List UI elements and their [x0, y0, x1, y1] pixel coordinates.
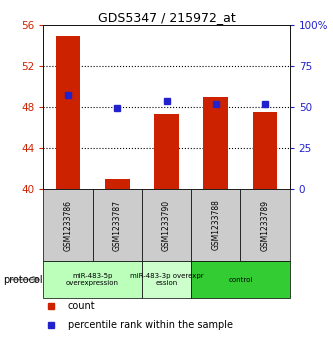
Bar — [56, 36, 80, 189]
Bar — [43, 261, 142, 298]
Bar — [191, 189, 240, 261]
Text: GSM1233788: GSM1233788 — [211, 200, 220, 250]
Bar — [105, 179, 130, 189]
Bar — [43, 189, 93, 261]
Text: miR-483-3p overexpr
ession: miR-483-3p overexpr ession — [130, 273, 203, 286]
Bar — [203, 97, 228, 189]
Bar — [154, 114, 179, 189]
Bar — [142, 189, 191, 261]
Text: GSM1233789: GSM1233789 — [260, 200, 270, 250]
Bar — [93, 189, 142, 261]
Text: GSM1233790: GSM1233790 — [162, 200, 171, 250]
Text: control: control — [228, 277, 253, 282]
Text: GSM1233787: GSM1233787 — [113, 200, 122, 250]
Bar — [191, 261, 290, 298]
Text: protocol: protocol — [3, 274, 43, 285]
Bar — [240, 189, 290, 261]
Text: miR-483-5p
overexpression: miR-483-5p overexpression — [66, 273, 119, 286]
Text: count: count — [68, 301, 96, 311]
Title: GDS5347 / 215972_at: GDS5347 / 215972_at — [98, 11, 235, 24]
Text: GSM1233786: GSM1233786 — [63, 200, 73, 250]
Bar — [142, 261, 191, 298]
Bar — [253, 112, 277, 189]
Text: percentile rank within the sample: percentile rank within the sample — [68, 321, 233, 330]
